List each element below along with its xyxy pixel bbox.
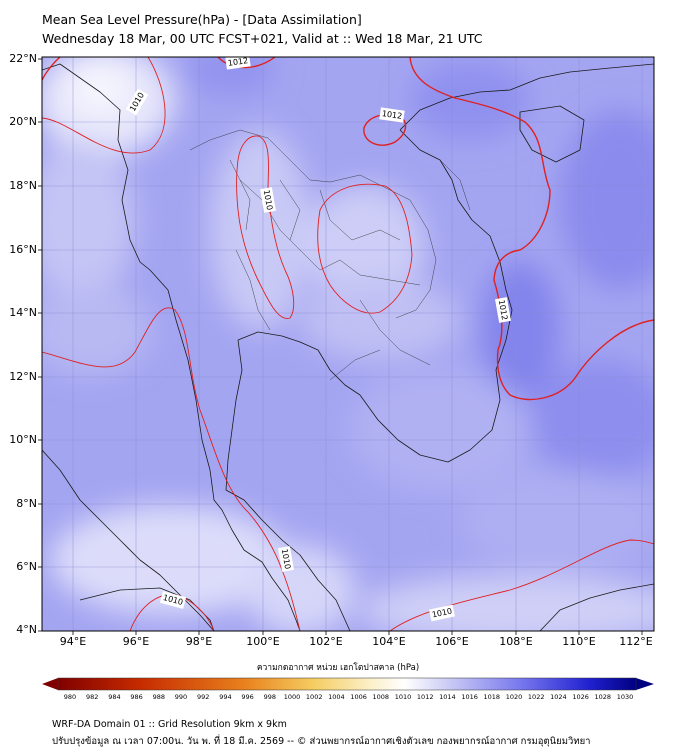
colorbar-arrow-right (636, 678, 654, 690)
footer-credit: ปรับปรุงข้อมูล ณ เวลา 07:00น. วัน พ. ที่… (52, 736, 591, 747)
colorbar-tick-label: 1028 (595, 693, 612, 701)
lat-tick-label: 8°N (16, 497, 37, 510)
lat-tick-label: 20°N (9, 115, 37, 128)
lat-tick-label: 10°N (9, 433, 37, 446)
colorbar-tick-label: 992 (197, 693, 209, 701)
colorbar-tick-label: 990 (175, 693, 187, 701)
map-subtitle: Wednesday 18 Mar, 00 UTC FCST+021, Valid… (42, 31, 483, 46)
colorbar-tick-label: 998 (264, 693, 276, 701)
colorbar-tick-label: 1000 (284, 693, 301, 701)
lon-tick-label: 106°E (435, 635, 468, 648)
lat-tick-label: 6°N (16, 560, 37, 573)
colorbar-tick-label: 1024 (550, 693, 567, 701)
colorbar-gradient (58, 678, 636, 690)
colorbar-tick-label: 986 (130, 693, 142, 701)
map-frame (41, 56, 655, 632)
colorbar-tick-label: 1020 (506, 693, 523, 701)
pressure-field: 1012 1010 1012 1010 1012 1010 (42, 56, 654, 631)
colorbar-tick-label: 1008 (373, 693, 390, 701)
colorbar-tick-label: 1012 (417, 693, 434, 701)
lat-tick-label: 12°N (9, 370, 37, 383)
lat-tick-label: 16°N (9, 243, 37, 256)
contour-label: 1012 (227, 56, 248, 68)
colorbar-title: ความกดอากาศ หน่วย เฮกโตปาสคาล (hPa) (256, 663, 420, 673)
lon-tick-label: 98°E (186, 635, 212, 648)
colorbar-tick-label: 1006 (350, 693, 367, 701)
colorbar-tick-label: 1010 (395, 693, 412, 701)
contour-label: 1012 (381, 109, 402, 121)
footer-model-info: WRF-DA Domain 01 :: Grid Resolution 9km … (52, 719, 287, 730)
lon-tick-label: 108°E (499, 635, 532, 648)
lat-tick-label: 4°N (16, 623, 37, 636)
lat-tick-label: 18°N (9, 179, 37, 192)
axis-ticks (38, 58, 643, 635)
lon-tick-label: 112°E (619, 635, 652, 648)
colorbar-tick-label: 1004 (328, 693, 345, 701)
colorbar-tick-label: 996 (241, 693, 253, 701)
lon-tick-label: 100°E (246, 635, 279, 648)
coastlines (42, 63, 654, 631)
colorbar-tick-label: 1002 (306, 693, 323, 701)
contour-label: 1012 (497, 299, 509, 321)
lon-tick-label: 96°E (123, 635, 149, 648)
colorbar-tick-label: 1018 (484, 693, 501, 701)
map-title: Mean Sea Level Pressure(hPa) - [Data Ass… (42, 12, 362, 27)
colorbar-tick-label: 1030 (617, 693, 634, 701)
colorbar-tick-label: 1022 (528, 693, 545, 701)
colorbar-tick-label: 1016 (461, 693, 478, 701)
contour-label: 1010 (280, 548, 292, 570)
colorbar-tick-label: 994 (219, 693, 231, 701)
colorbar-tick-label: 1014 (439, 693, 456, 701)
lon-tick-label: 104°E (372, 635, 405, 648)
contour-label: 1010 (431, 606, 453, 619)
graticule (42, 57, 654, 631)
lon-tick-label: 102°E (309, 635, 342, 648)
contour-label: 1010 (262, 189, 274, 211)
colorbar-tick-label: 984 (108, 693, 120, 701)
lon-tick-label: 94°E (60, 635, 86, 648)
colorbar-tick-label: 980 (64, 693, 76, 701)
colorbar-tick-label: 988 (153, 693, 165, 701)
lon-tick-label: 110°E (562, 635, 595, 648)
colorbar-tick-label: 1026 (572, 693, 589, 701)
colorbar-tick-label: 982 (86, 693, 98, 701)
colorbar (42, 677, 654, 691)
lat-tick-label: 22°N (9, 52, 37, 65)
lat-tick-label: 14°N (9, 306, 37, 319)
colorbar-arrow-left (42, 678, 58, 690)
